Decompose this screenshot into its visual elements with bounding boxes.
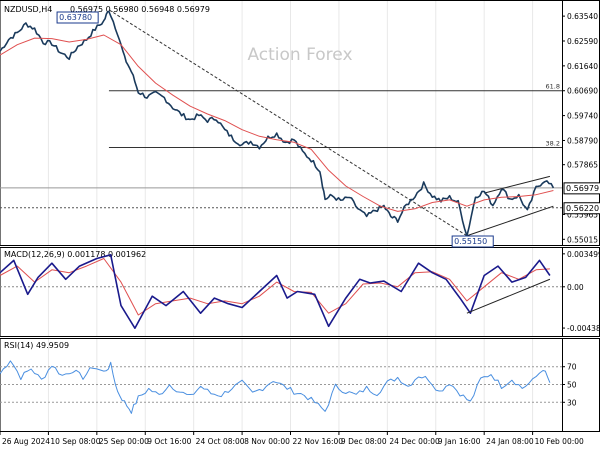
channel-upper-line <box>484 175 551 194</box>
trough-price-label: 0.55150 <box>454 237 487 246</box>
support-price-label: 0.56220 <box>566 204 599 213</box>
y-tick-label: 0.61640 <box>567 62 598 71</box>
chart-title: NZDUSD,H4 <box>4 5 52 14</box>
trend-line-dashed <box>108 9 468 237</box>
macd-y-tick-label: 0.00 <box>567 283 584 292</box>
trough-price-label-box <box>451 235 494 248</box>
moving-average-line <box>0 34 554 212</box>
x-tick-label: 24 Oct 08:00 <box>196 437 245 446</box>
channel-lower-line <box>466 205 554 237</box>
x-tick-label: 10 Sep 08:00 <box>50 437 100 446</box>
fib-level-label: 61.8 <box>546 83 560 91</box>
rsi-y-tick-label: 30 <box>567 398 577 407</box>
macd-signal-line <box>0 258 550 316</box>
peak-price-label-box <box>56 11 99 24</box>
x-tick-label: 22 Nov 16:00 <box>293 437 344 446</box>
x-tick-label: 25 Sep 00:00 <box>99 437 149 446</box>
y-tick-label: 0.60690 <box>567 87 598 96</box>
x-tick-label: 24 Dec 00:00 <box>389 437 440 446</box>
rsi-y-tick-label: 50 <box>567 381 577 390</box>
macd-y-tick-label: 0.003499 <box>567 250 600 259</box>
panel-frame-0 <box>0 0 600 246</box>
y-tick-label: 0.59740 <box>567 112 598 121</box>
x-tick-label: 8 Nov 00:00 <box>244 437 290 446</box>
macd-y-tick-label: -0.004382 <box>567 324 600 333</box>
y-tick-label: 0.55965 <box>567 210 598 219</box>
y-tick-label: 0.63540 <box>567 12 598 21</box>
rsi-line <box>0 360 551 414</box>
x-tick-label: 9 Oct 16:00 <box>147 437 191 446</box>
current-price-label-box <box>563 182 600 195</box>
header-values: 0.56975 0.56980 0.56948 0.56979 <box>70 5 210 14</box>
x-tick-label: 24 Jan 08:00 <box>486 437 534 446</box>
rsi-y-tick-label: 70 <box>567 363 577 372</box>
rsi-title: RSI(14) 49.9509 <box>4 341 69 350</box>
x-tick-label: 9 Jan 16:00 <box>438 437 481 446</box>
watermark-text: Action Forex <box>247 45 352 65</box>
x-tick-label: 9 Dec 08:00 <box>341 437 387 446</box>
fib-level-label: 38.2 <box>546 140 560 148</box>
price-series-line <box>0 10 555 237</box>
y-tick-label: 0.55015 <box>567 235 598 244</box>
y-tick-label: 0.58790 <box>567 136 598 145</box>
x-tick-label: 10 Feb 00:00 <box>535 437 584 446</box>
y-tick-label: 0.62590 <box>567 37 598 46</box>
peak-price-label: 0.63780 <box>59 13 92 22</box>
macd-trend-line <box>466 278 551 314</box>
current-price-label: 0.56979 <box>566 184 599 193</box>
macd-line <box>0 254 551 329</box>
macd-title: MACD(12,26,9) 0.001178 0.001962 <box>4 250 146 259</box>
y-tick-label: 0.57865 <box>567 161 598 170</box>
support-price-label-box <box>563 202 600 215</box>
x-tick-label: 26 Aug 2024 <box>2 437 50 446</box>
